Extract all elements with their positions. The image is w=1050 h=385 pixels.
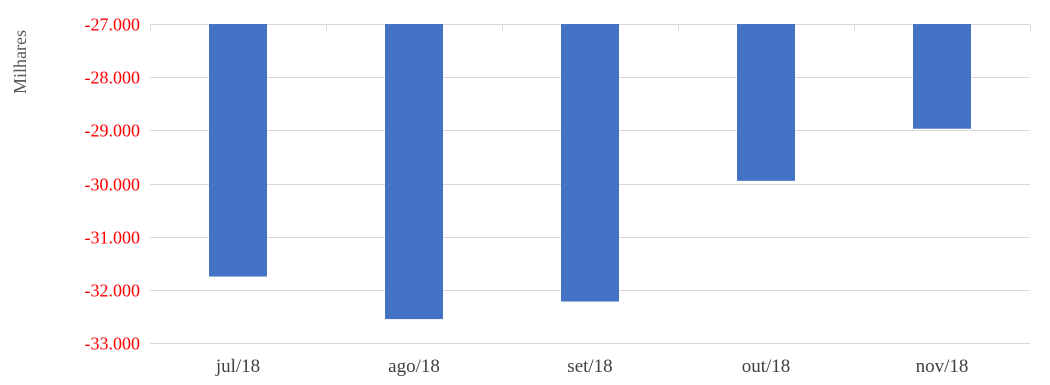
y-axis-title: Milhares [10,30,30,94]
x-tick-label: nov/18 [916,356,969,377]
bar-ago-18 [385,24,443,320]
y-tick-label: -30.000 [85,175,141,195]
x-tick-label: jul/18 [215,356,260,377]
y-tick-label: -27.000 [85,15,141,35]
x-tick-label: ago/18 [388,356,440,377]
y-tick-label: -28.000 [85,68,141,88]
y-tick-label: -33.000 [85,334,141,354]
y-tick-label: -32.000 [85,281,141,301]
bar-nov-18 [913,24,971,129]
bar-jul-18 [209,24,267,277]
x-axis-tick-labels: jul/18 ago/18 set/18 out/18 nov/18 [215,356,969,377]
x-tick-label: set/18 [567,356,612,377]
x-tick-label: out/18 [742,356,791,377]
y-tick-label: -31.000 [85,228,141,248]
y-tick-label: -29.000 [85,121,141,141]
bar-out-18 [737,24,795,181]
bar-set-18 [561,24,619,302]
bars [209,24,971,320]
y-axis-tick-labels: -27.000 -28.000 -29.000 -30.000 -31.000 -32.0… [85,15,141,354]
